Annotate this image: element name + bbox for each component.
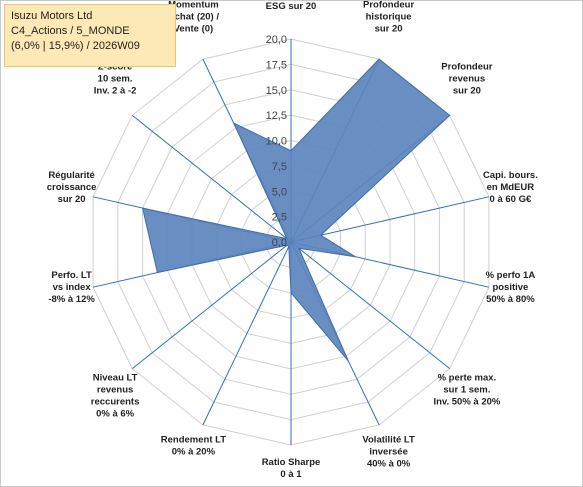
axis-label: Capi. bours. en MdEUR 0 à 60 G€ xyxy=(483,170,538,205)
axis-label: Niveau LT revenus reccurents 0% à 6% xyxy=(91,372,140,419)
tick-label: 17,5 xyxy=(266,59,287,71)
tick-label: 15,0 xyxy=(266,85,287,97)
portfolio-path: C4_Actions / 5_MONDE xyxy=(11,25,130,37)
chart-title-box: Isuzu Motors Ltd C4_Actions / 5_MONDE (6… xyxy=(4,4,176,67)
axis-label: Volatilité LT inversée 40% à 0% xyxy=(362,435,415,470)
tick-label: 5,0 xyxy=(272,186,287,198)
score-period: (6,0% | 15,9%) / 2026W09 xyxy=(11,40,140,52)
data-series-area xyxy=(141,58,451,362)
axis-label: Ratio Sharpe 0 à 1 xyxy=(262,457,321,480)
tick-label: 2,5 xyxy=(272,212,287,224)
axis-spoke xyxy=(131,115,292,243)
tick-label: 20,0 xyxy=(266,34,287,46)
axis-spoke xyxy=(202,241,292,426)
axis-label: % perfo 1A positive 50% à 80% xyxy=(486,270,536,305)
tick-label: 10,0 xyxy=(266,136,287,148)
axis-spoke xyxy=(131,241,292,369)
axis-label: Profondeur revenus sur 20 xyxy=(441,62,492,97)
axis-label: Z-score 10 sem. Inv. 2 à -2 xyxy=(94,62,137,97)
tick-label: 12,5 xyxy=(266,110,287,122)
tick-label: 0,0 xyxy=(272,237,287,249)
axis-spoke xyxy=(290,196,490,243)
tick-label: 7,5 xyxy=(272,161,287,173)
axis-label: Profondeur historique sur 20 xyxy=(363,0,414,34)
axis-label: Perfo. LT vs index -8% à 12% xyxy=(48,270,95,305)
company-name: Isuzu Motors Ltd xyxy=(11,10,93,22)
axis-label: NoteESG sur 20 xyxy=(266,0,317,12)
axis-label: % perte max. sur 1 sem. Inv. 50% à 20% xyxy=(433,372,500,407)
axis-spoke xyxy=(290,241,451,369)
axis-label: Régularité croissance sur 20 xyxy=(47,170,97,205)
axis-label: Momentum Achat (20) / Vente (0) xyxy=(168,0,220,34)
axis-label: Rendement LT 0% à 20% xyxy=(161,435,226,458)
